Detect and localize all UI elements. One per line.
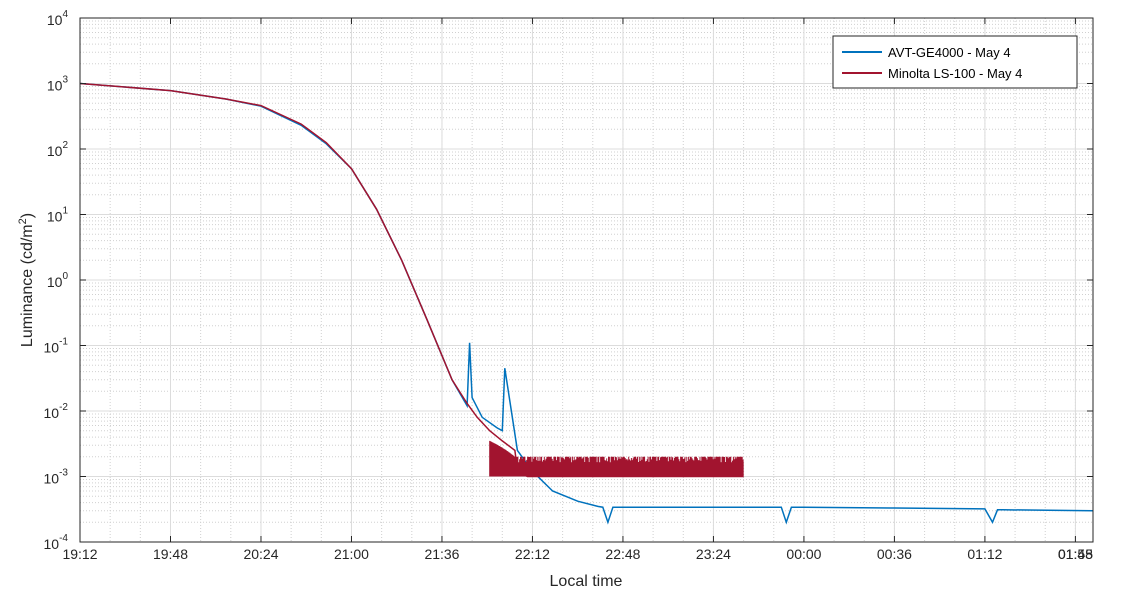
y-tick-label-base: 10 <box>44 536 60 552</box>
x-tick-label: 21:36 <box>424 546 459 562</box>
x-tick-label: 21:00 <box>334 546 369 562</box>
legend-label-avt: AVT-GE4000 - May 4 <box>888 45 1011 60</box>
y-tick-label: 101 <box>47 206 69 225</box>
y-tick-label-exp: 3 <box>62 75 68 86</box>
y-tick-label-base: 10 <box>47 78 63 94</box>
y-tick-label-exp: 2 <box>62 140 68 151</box>
legend: AVT-GE4000 - May 4 Minolta LS-100 - May … <box>832 35 1078 89</box>
y-axis-label-sup: 2 <box>17 218 29 224</box>
y-tick-label-base: 10 <box>47 209 63 225</box>
x-tick-label: 23:24 <box>696 546 731 562</box>
x-tick-label: 19:12 <box>62 546 97 562</box>
y-axis-label-tail: ) <box>19 213 36 218</box>
y-tick-label-base: 10 <box>47 274 63 290</box>
y-tick-label: 10-1 <box>44 337 69 356</box>
x-tick-label: 01:12 <box>967 546 1002 562</box>
y-tick-label-exp: 0 <box>62 271 68 282</box>
x-tick-label: 22:48 <box>605 546 640 562</box>
y-tick-label: 10-4 <box>44 533 69 552</box>
y-tick-label-base: 10 <box>44 471 60 487</box>
y-tick-label-base: 10 <box>44 340 60 356</box>
x-tick-label: 00:00 <box>786 546 821 562</box>
y-tick-label-base: 10 <box>44 405 60 421</box>
y-tick-label: 103 <box>47 75 69 94</box>
series-layer <box>80 82 1093 525</box>
x-tick-label: 20:24 <box>243 546 278 562</box>
y-axis-label-main: Luminance (cd/m <box>19 224 36 347</box>
y-axis-label: Luminance (cd/m2) <box>17 213 36 347</box>
y-tick-label-exp: -2 <box>59 402 68 413</box>
series-noise-1 <box>489 440 744 477</box>
y-tick-label: 104 <box>47 9 69 28</box>
y-tick-label-base: 10 <box>47 143 63 159</box>
y-tick-label-exp: 4 <box>62 9 68 20</box>
x-tick-label: 01:48 <box>1058 546 1093 562</box>
y-tick-label-exp: -1 <box>59 337 68 348</box>
x-tick-label: 01:55 <box>1058 546 1093 562</box>
y-tick-label-exp: -4 <box>59 533 68 544</box>
y-tick-label: 102 <box>47 140 69 159</box>
y-tick-label: 10-3 <box>44 468 69 487</box>
legend-label-minolta: Minolta LS-100 - May 4 <box>888 66 1022 81</box>
y-tick-label-exp: -3 <box>59 468 68 479</box>
x-axis-label: Local time <box>550 573 623 590</box>
x-tick-label: 00:36 <box>877 546 912 562</box>
x-tick-label: 22:12 <box>515 546 550 562</box>
x-tick-label: 19:48 <box>153 546 188 562</box>
y-tick-label-base: 10 <box>47 12 63 28</box>
y-tick-label: 100 <box>47 271 69 290</box>
x-axis-ticks: 19:12 19:48 20:24 21:00 21:36 22:12 22:48 23:24… <box>62 18 1094 562</box>
y-tick-label-exp: 1 <box>62 206 68 217</box>
y-tick-label: 10-2 <box>44 402 69 421</box>
legend-box <box>832 35 1078 89</box>
